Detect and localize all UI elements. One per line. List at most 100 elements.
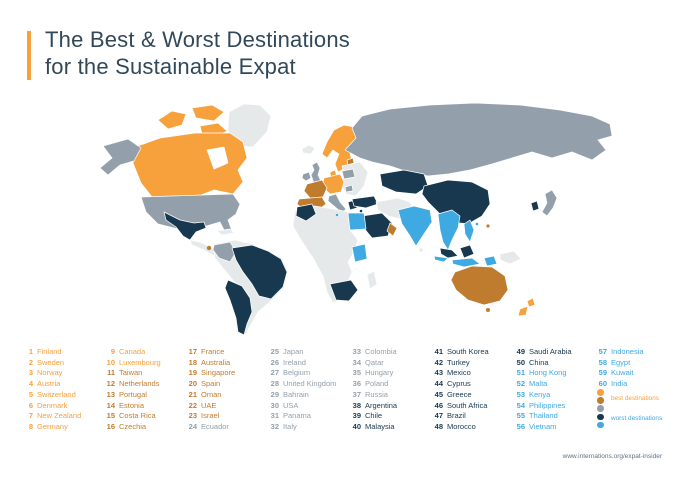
ranking-item: 9 Canada [104, 347, 186, 358]
ranking-item: 11 Taiwan [104, 368, 186, 379]
map-region-malaysia [439, 247, 459, 259]
ranking-item: 18 Australia [186, 358, 268, 369]
map-region-canada [132, 132, 248, 198]
ranking-item: 2 Sweden [22, 358, 104, 369]
rank-number: 45 [434, 389, 443, 399]
rank-number: 36 [352, 379, 361, 389]
map-region-argentina-chile [224, 279, 253, 336]
map-region-taiwan [486, 224, 490, 228]
country-name: Norway [37, 368, 63, 378]
map-region-costa-rica [206, 245, 212, 251]
ranking-column: 9 Canada 10 Luxembourg 11 Taiwan 12 Netherlands… [104, 347, 186, 433]
map-region-japan [541, 189, 558, 217]
map-region-indonesia [433, 255, 449, 263]
source-url: www.internations.org/expat-insider [562, 453, 662, 460]
ranking-item: 19 Singapore [186, 368, 268, 379]
ranking-column: 33 Colombia 34 Qatar 35 Hungary 36 Poland 37 Russ… [350, 347, 432, 433]
map-region-indonesia [483, 255, 498, 267]
ranking-item: 4 Austria [22, 379, 104, 390]
rank-number: 59 [598, 368, 607, 378]
ranking-item: 48 Morocco [432, 422, 514, 433]
map-region-oman [386, 222, 398, 237]
country-name: Bahrain [283, 389, 309, 399]
country-name: Oman [201, 389, 222, 399]
ranking-item: 54 Philippines [514, 401, 596, 412]
ranking-item: 56 Vietnam [514, 422, 596, 433]
rank-number: 19 [188, 368, 197, 378]
legend-dot [597, 397, 604, 404]
country-name: Finland [37, 347, 62, 356]
rank-number: 42 [434, 357, 443, 367]
country-name: Greece [447, 389, 472, 399]
page-title: The Best & Worst Destinations for the Su… [45, 26, 350, 80]
legend-dot [597, 405, 604, 412]
map-region-uk [310, 161, 322, 184]
ranking-item: 25 Japan [268, 347, 350, 358]
ranking-item: 55 Thailand [514, 411, 596, 422]
rank-number: 47 [434, 411, 443, 421]
country-name: Estonia [119, 400, 145, 410]
map-region-turkey [351, 195, 379, 209]
map-region-indonesia [451, 257, 481, 268]
ranking-item: 30 USA [268, 401, 350, 412]
ranking-item: 13 Portugal [104, 390, 186, 401]
country-name: Germany [37, 421, 68, 431]
legend-worst-label: worst destinations [611, 415, 663, 422]
country-name: Vietnam [529, 421, 557, 431]
map-region-malta [335, 213, 339, 217]
ranking-item: 38 Argentina [350, 401, 432, 412]
country-name: United Kingdom [283, 379, 337, 389]
rank-number: 58 [598, 357, 607, 367]
country-name: Kuwait [611, 368, 634, 378]
rank-number: 22 [188, 400, 197, 410]
ranking-item: 5 Switzerland [22, 390, 104, 401]
rank-number: 2 [28, 357, 33, 367]
ranking-item: 47 Brazil [432, 411, 514, 422]
rank-number: 8 [28, 421, 33, 431]
rank-number: 15 [106, 411, 115, 421]
ranking-column: 17 France 18 Australia 19 Singapore 20 Spain 21 O… [186, 347, 268, 433]
country-name: Italy [283, 421, 297, 431]
country-name: Chile [365, 411, 383, 421]
rank-number: 57 [598, 347, 607, 356]
rank-number: 7 [28, 411, 33, 421]
country-name: Japan [283, 347, 304, 356]
map-region-brazil [231, 244, 288, 300]
rank-number: 11 [107, 368, 115, 378]
rank-number: 13 [106, 389, 115, 399]
ranking-item: 34 Qatar [350, 358, 432, 369]
map-region-colombia [212, 241, 237, 263]
map-region-china [421, 179, 491, 225]
country-name: Indonesia [611, 347, 644, 356]
ranking-item: 59 Kuwait [596, 368, 678, 379]
rank-number: 24 [188, 421, 197, 431]
rank-number: 31 [270, 411, 279, 421]
rank-number: 29 [270, 389, 279, 399]
country-name: India [611, 379, 628, 389]
rank-number: 1 [28, 347, 33, 356]
rank-number: 34 [352, 357, 361, 367]
country-name: New Zealand [37, 411, 82, 421]
rank-number: 52 [516, 379, 525, 389]
country-name: Canada [119, 347, 146, 356]
rank-number: 32 [270, 421, 279, 431]
map-region-hong-kong [475, 222, 479, 226]
ranking-item: 51 Hong Kong [514, 368, 596, 379]
legend-best-label: best destinations [611, 395, 659, 402]
country-name: Malaysia [365, 421, 395, 431]
map-region-france [303, 179, 328, 200]
ranking-item: 53 Kenya [514, 390, 596, 401]
country-name: Kenya [529, 389, 551, 399]
map-region-kazakhstan [379, 169, 429, 195]
ranking-item: 15 Costa Rica [104, 411, 186, 422]
country-name: Malta [529, 379, 548, 389]
rank-number: 14 [106, 400, 115, 410]
rank-number: 55 [516, 411, 525, 421]
ranking-item: 57 Indonesia [596, 347, 678, 358]
country-name: Philippines [529, 400, 566, 410]
country-name: China [529, 357, 549, 367]
map-region-russia [344, 102, 613, 177]
rank-number: 33 [352, 347, 361, 356]
ranking-list: 1 Finland 2 Sweden 3 Norway 4 Austria 5 Switzerla… [22, 347, 678, 433]
rank-number: 23 [188, 411, 197, 421]
